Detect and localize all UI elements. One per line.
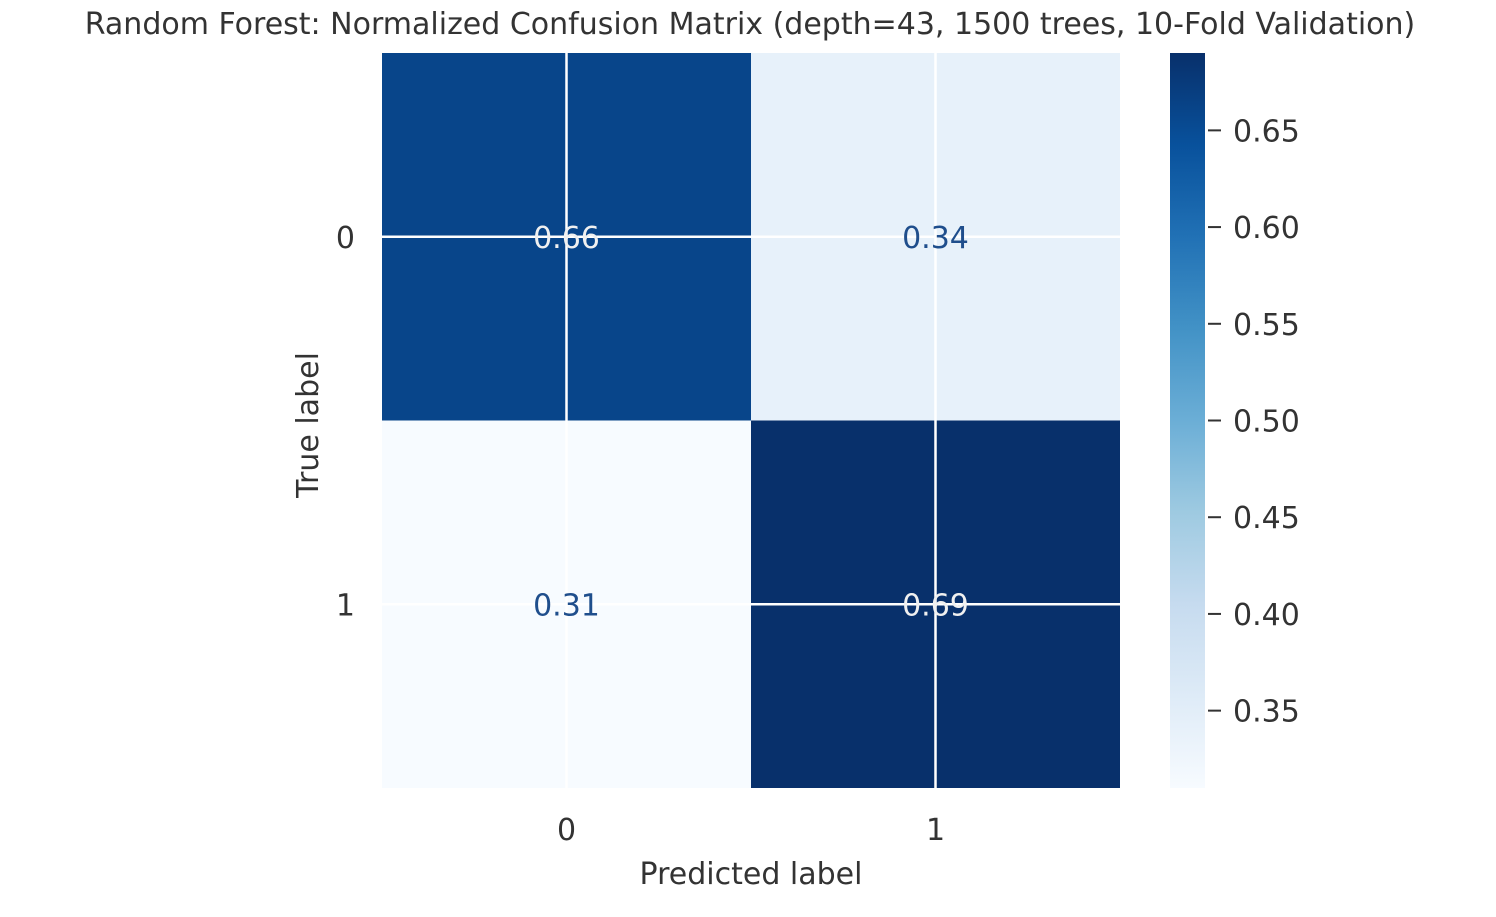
colorbar-tick-label-0: 0.35 [1233, 695, 1300, 730]
colorbar-tick-label-2: 0.45 [1233, 501, 1300, 536]
cell-value-label-1-1: 0.69 [902, 588, 969, 623]
cell-value-label-0-1: 0.34 [902, 221, 969, 256]
heatmap-cells [382, 53, 1120, 788]
chart-title: Random Forest: Normalized Confusion Matr… [85, 7, 1416, 42]
colorbar-tick-label-6: 0.65 [1233, 114, 1300, 149]
grid-lines [382, 53, 1120, 788]
colorbar-tick-label-3: 0.50 [1233, 405, 1300, 440]
cell-value-labels: 0.66 0.34 0.31 0.69 [533, 221, 969, 624]
x-tick-label-0: 0 [557, 813, 576, 848]
y-axis-label: True label [291, 352, 326, 499]
y-axis-ticks: 01 [336, 221, 355, 624]
colorbar-tick-label-1: 0.40 [1233, 598, 1300, 633]
y-tick-label-0: 0 [336, 221, 355, 256]
x-axis-label: Predicted label [640, 857, 863, 892]
y-tick-label-1: 1 [336, 588, 355, 623]
colorbar-ticks: 0.35 0.40 0.45 0.50 0.55 0.60 0.65 [1208, 114, 1300, 730]
x-tick-label-1: 1 [926, 813, 945, 848]
colorbar-tick-label-4: 0.55 [1233, 308, 1300, 343]
cell-value-label-1-0: 0.31 [533, 588, 600, 623]
colorbar-tick-label-5: 0.60 [1233, 211, 1300, 246]
cell-value-label-0-0: 0.66 [533, 221, 600, 256]
colorbar [1170, 53, 1205, 788]
